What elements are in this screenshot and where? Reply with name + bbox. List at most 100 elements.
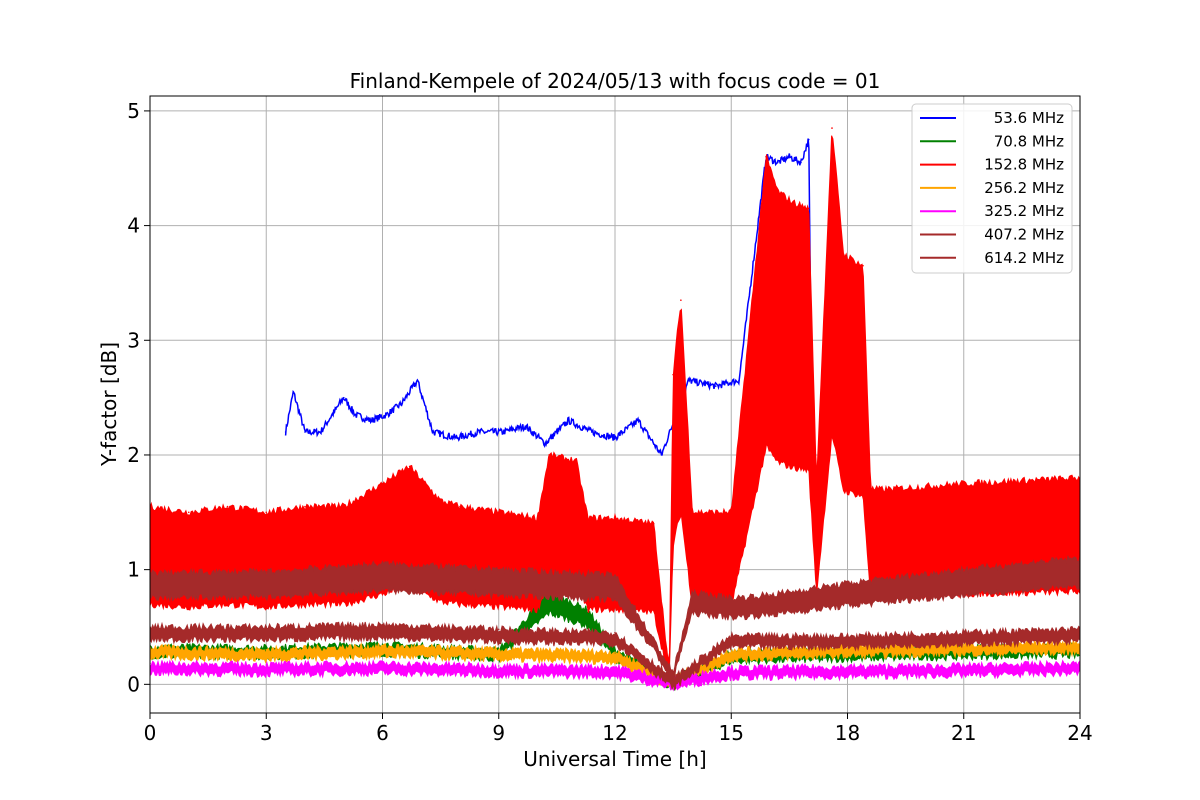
- data-point: [776, 190, 779, 192]
- data-point: [730, 667, 733, 670]
- y-tick-label: 5: [127, 99, 140, 123]
- data-point: [614, 517, 616, 519]
- y-tick-label: 4: [127, 214, 140, 238]
- data-point: [439, 500, 442, 502]
- data-point: [846, 635, 849, 637]
- data-point: [637, 419, 640, 422]
- data-point: [536, 517, 539, 519]
- data-point: [501, 431, 504, 433]
- data-point: [800, 161, 802, 164]
- data-point: [265, 511, 268, 514]
- data-point: [738, 379, 740, 382]
- data-point: [614, 666, 616, 668]
- x-tick-label: 21: [951, 721, 976, 745]
- data-point: [714, 385, 717, 387]
- legend-label: 325.2 MHz: [984, 202, 1064, 220]
- data-point: [962, 568, 965, 571]
- data-point: [815, 482, 818, 485]
- data-point: [284, 431, 287, 433]
- data-point: [187, 511, 190, 514]
- data-point: [292, 391, 295, 393]
- y-axis-title: Y-factor [dB]: [97, 342, 121, 467]
- data-point: [304, 505, 306, 508]
- data-point: [672, 373, 674, 376]
- series-line: [284, 138, 814, 503]
- data-point: [265, 664, 268, 666]
- data-point: [687, 379, 690, 382]
- data-point: [614, 631, 616, 634]
- data-point: [730, 635, 733, 637]
- x-tick-label: 9: [492, 721, 505, 745]
- legend-label: 53.6 MHz: [994, 109, 1064, 127]
- data-point: [846, 582, 849, 585]
- data-point: [862, 264, 864, 267]
- data-point: [672, 672, 674, 674]
- data-point: [769, 594, 771, 596]
- chart-title: Finland-Kempele of 2024/05/13 with focus…: [350, 69, 881, 93]
- data-point: [567, 419, 570, 422]
- data-point: [319, 431, 322, 433]
- x-tick-label: 12: [602, 721, 627, 745]
- x-tick-label: 24: [1067, 721, 1092, 745]
- data-point: [478, 431, 481, 433]
- data-point: [432, 431, 434, 433]
- data-point: [575, 459, 578, 462]
- data-point: [455, 436, 457, 439]
- data-point: [614, 574, 616, 577]
- data-point: [304, 431, 306, 433]
- series-band: [150, 658, 1080, 692]
- data-point: [381, 643, 384, 645]
- data-point: [765, 155, 767, 158]
- data-point: [381, 623, 384, 626]
- y-tick-label: 1: [127, 558, 140, 582]
- data-point: [265, 626, 268, 628]
- legend-label: 256.2 MHz: [984, 179, 1064, 197]
- data-point: [962, 631, 965, 634]
- data-point: [385, 414, 388, 416]
- series-layer: [150, 127, 1080, 692]
- data-point: [730, 597, 733, 600]
- data-point: [652, 522, 655, 525]
- data-point: [265, 646, 268, 649]
- data-point: [342, 505, 345, 508]
- data-point: [265, 571, 268, 573]
- data-point: [548, 454, 550, 456]
- data-point: [590, 431, 593, 433]
- y-tick-label: 0: [127, 672, 140, 696]
- legend-items: 53.6 MHz 70.8 MHz 152.8 MHz 256.2 MHz 325.2 …: [920, 109, 1064, 267]
- legend-box: [911, 103, 1073, 274]
- data-point: [381, 662, 384, 665]
- data-point: [807, 138, 810, 141]
- data-point: [265, 649, 268, 651]
- series-band: [150, 554, 1080, 684]
- data-point: [497, 649, 500, 651]
- x-tick-label: 15: [719, 721, 744, 745]
- data-point: [342, 396, 345, 399]
- data-point: [497, 665, 500, 667]
- y-tick-label: 3: [127, 328, 140, 352]
- data-point: [614, 436, 616, 439]
- data-point: [846, 666, 849, 668]
- data-point: [885, 488, 888, 491]
- legend: 53.6 MHz 70.8 MHz 152.8 MHz 256.2 MHz 325.2 …: [911, 103, 1073, 274]
- data-point: [335, 408, 337, 410]
- data-point: [776, 161, 779, 164]
- data-point: [459, 505, 461, 508]
- data-point: [370, 419, 372, 422]
- data-point: [587, 517, 589, 519]
- data-point: [381, 563, 384, 565]
- data-point: [807, 207, 810, 210]
- x-tick-label: 6: [376, 721, 389, 745]
- data-point: [381, 645, 384, 648]
- x-tick-label: 3: [260, 721, 273, 745]
- data-point: [408, 465, 411, 468]
- data-point: [354, 414, 357, 416]
- data-point: [381, 482, 384, 485]
- data-point: [962, 665, 965, 667]
- y-tick-label: 2: [127, 443, 140, 467]
- data-point: [226, 505, 229, 508]
- data-point: [842, 253, 845, 256]
- data-point: [792, 201, 795, 204]
